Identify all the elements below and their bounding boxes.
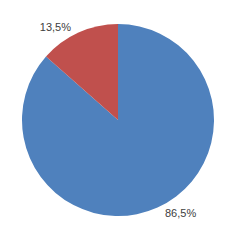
svg-text:13,5%: 13,5% (40, 21, 71, 33)
svg-text:86,5%: 86,5% (165, 207, 196, 219)
